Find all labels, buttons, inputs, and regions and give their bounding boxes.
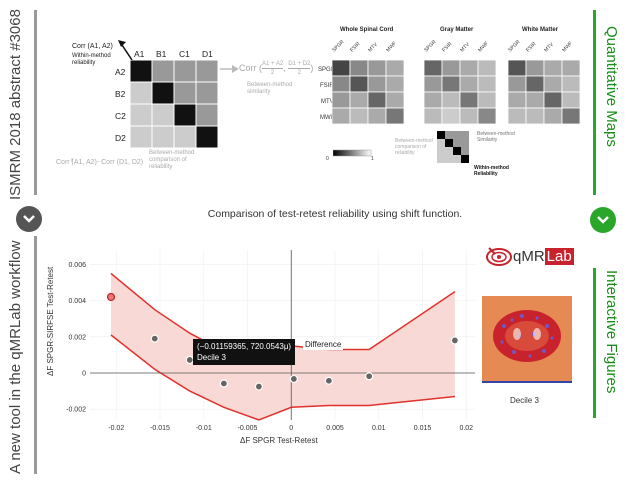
right-bar-top (593, 10, 596, 195)
corr-formula: Corr (A1 + A2 2, D1 + D2 2) (239, 61, 314, 76)
lower-bound-line (110, 334, 455, 421)
bottom-bracket (71, 158, 73, 162)
col-b1: B1 (156, 49, 167, 59)
x-tick-label: -0.015 (150, 425, 170, 432)
matrix-grid (130, 60, 219, 148)
metric-mwf: MWF (320, 115, 335, 121)
corr-right-arrow (220, 65, 239, 73)
chart-title: Comparison of test-retest reliability us… (207, 208, 463, 220)
region-whole-cord: Whole Spinal Cord (340, 27, 394, 33)
y-tick-label: -0.002 (66, 407, 86, 414)
data-point-5[interactable] (254, 382, 263, 391)
x-tick-label: -0.02 (108, 425, 124, 432)
left-bar-bottom (34, 236, 37, 474)
y-tick-label: 0.006 (68, 262, 86, 269)
region-white-matter: White Matter (522, 27, 558, 33)
metric-spgr: SPGR (318, 67, 336, 73)
data-point-6[interactable] (289, 374, 298, 384)
bottom-corr-label: Corr (A1, A2)- Corr (D1, D2) (56, 159, 144, 166)
brain-slice-image (493, 310, 561, 362)
x-tick-label: 0.01 (372, 425, 386, 432)
colorbar-min: 0 (326, 156, 329, 162)
col-d1: D1 (202, 49, 213, 59)
qmrlab-logo: qMR Lab (485, 244, 585, 268)
row-d2: D2 (115, 133, 126, 143)
qmaps-matrices: SPGR FSIR MTV MWF SPGR FSIR MTV MWF SPGR… (331, 40, 581, 125)
metric-mtv: MTV (321, 99, 334, 105)
x-tick-label: 0.015 (414, 425, 432, 432)
data-point-7[interactable] (324, 376, 333, 385)
y-tick-label: 0.004 (68, 298, 86, 305)
left-bar-top (34, 10, 37, 195)
between-comparison-label: Between-method comparison of reliability (149, 150, 195, 170)
x-tick-label: 0.02 (459, 425, 473, 432)
row-b2: B2 (115, 89, 126, 99)
x-tick-label: -0.005 (238, 425, 258, 432)
data-point-2[interactable] (150, 334, 159, 343)
legend-within-reliability: Within-method Reliability (474, 165, 509, 177)
col-c1: C1 (179, 49, 190, 59)
x-tick-label: 0.005 (326, 425, 344, 432)
y-tick-label: 0.002 (68, 334, 86, 341)
decile-inset-image[interactable] (482, 296, 572, 383)
data-point-4[interactable] (219, 379, 228, 388)
qmaps-legend-diagram (437, 131, 469, 163)
logo-text: qMR Lab (513, 248, 574, 265)
row-a2: A2 (115, 67, 126, 77)
between-similarity-label: Between-method similarity (247, 82, 293, 95)
x-tick-label: 0 (289, 425, 293, 432)
colorbar (333, 149, 372, 157)
data-point-9[interactable] (450, 336, 459, 345)
logo-icon (486, 247, 512, 266)
y-axis-label: ΔF SPGR-SIRFSE Test-Retest (46, 266, 55, 376)
right-down-button[interactable] (590, 207, 616, 233)
legend-between-similarity: Between-method Similarity (477, 131, 515, 143)
corr-label: Corr (A1, A2) (72, 43, 113, 50)
col-a1: A1 (134, 49, 145, 59)
data-point-8[interactable] (365, 372, 374, 381)
chevron-down-icon (597, 216, 609, 224)
metric-fsir: FSIR (320, 83, 334, 89)
inset-caption: Decile 3 (510, 396, 539, 405)
corr-arrow (118, 40, 133, 61)
row-c2: C2 (115, 111, 126, 121)
hover-series-label: Difference (303, 339, 344, 350)
left-down-button[interactable] (16, 206, 42, 232)
x-axis-label: ΔF SPGR Test-Retest (240, 436, 318, 445)
chevron-down-icon (23, 215, 35, 223)
confidence-band (111, 273, 455, 420)
hover-tooltip: (−0.01159365, 720.0543μ) Decile 3 (193, 339, 296, 365)
data-point-1[interactable] (106, 292, 116, 302)
colorbar-max: 1 (371, 156, 374, 162)
x-tick-label: -0.01 (196, 425, 212, 432)
legend-between-comparison: Between-method comparison of reliability (395, 138, 433, 156)
y-tick-label: 0 (82, 370, 86, 377)
right-bar-bottom (593, 268, 596, 418)
within-label: Within-method reliability (72, 53, 111, 66)
region-gray-matter: Gray Matter (440, 27, 474, 33)
